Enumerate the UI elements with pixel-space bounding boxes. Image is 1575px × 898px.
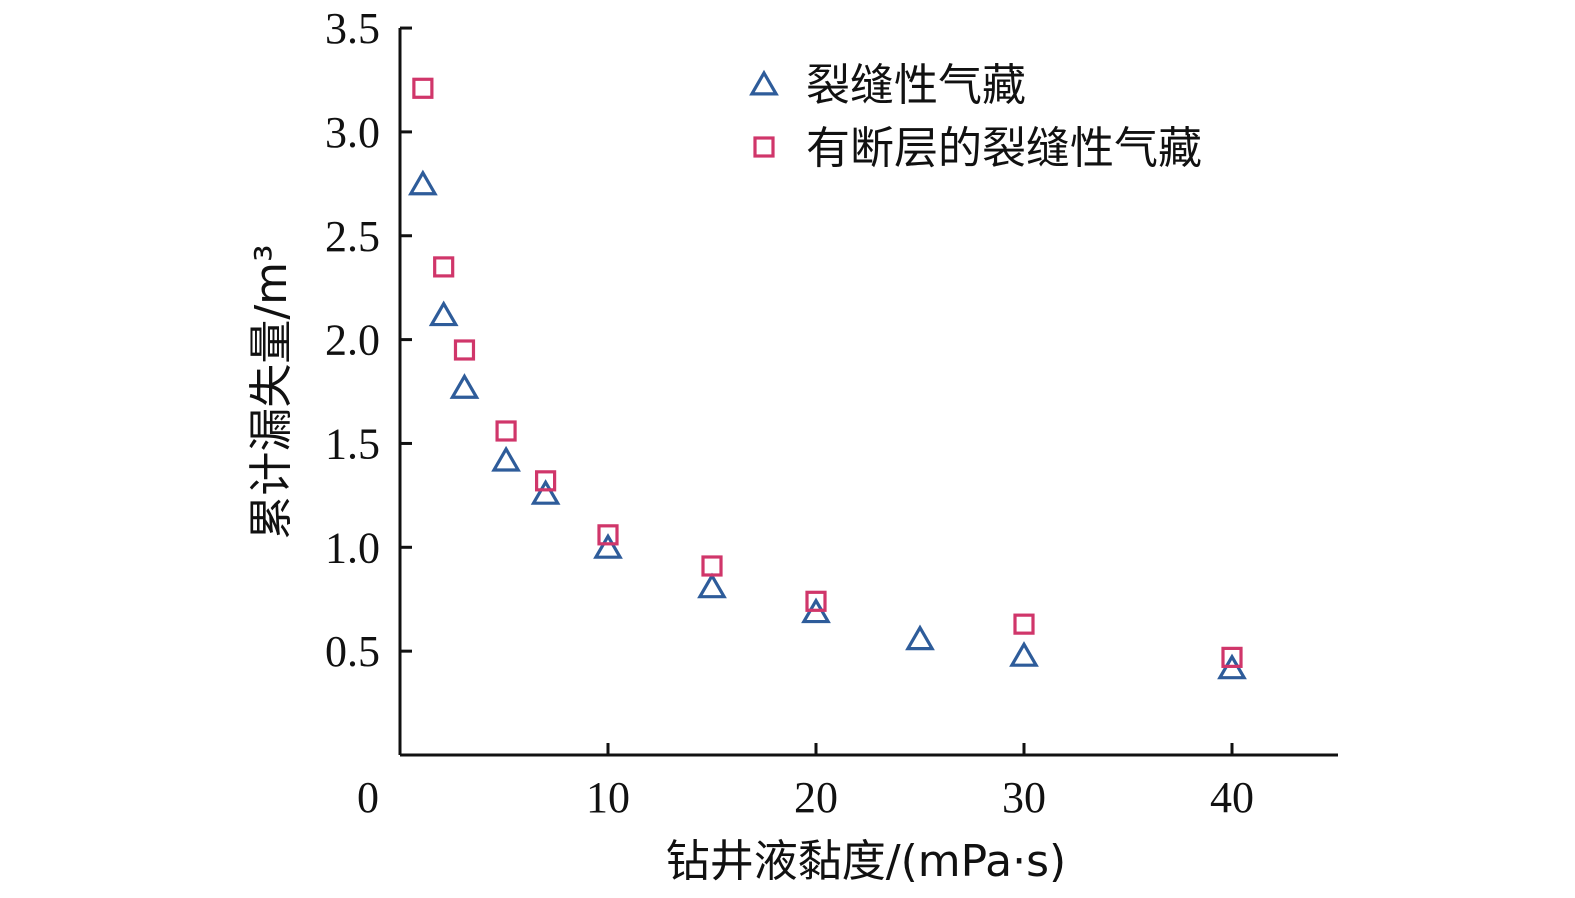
y-tick-label: 3.0 xyxy=(325,108,380,157)
y-tick-label: 3.5 xyxy=(325,4,380,53)
y-tick-label: 2.0 xyxy=(325,316,380,365)
y-tick-label: 2.5 xyxy=(325,212,380,261)
square-point xyxy=(805,590,827,612)
triangle-point xyxy=(593,533,623,559)
origin-label: 0 xyxy=(357,773,379,822)
data-points xyxy=(408,77,1247,680)
triangle-point xyxy=(408,169,438,196)
x-tick-label: 20 xyxy=(794,773,838,822)
legend-square-marker xyxy=(753,136,775,158)
square-point xyxy=(495,420,517,442)
y-tick-label: 1.5 xyxy=(325,419,380,468)
legend-triangle-marker xyxy=(749,69,779,96)
square-point xyxy=(534,470,557,492)
y-axis-title: 累计漏失量/m³ xyxy=(246,244,297,539)
square-point xyxy=(597,524,619,546)
x-axis-title: 钻井液黏度/(mPa·s) xyxy=(666,836,1066,887)
square-point xyxy=(1013,613,1035,635)
triangle-point xyxy=(697,572,727,599)
triangle-point xyxy=(530,479,561,505)
y-tick-label: 1.0 xyxy=(325,523,380,572)
axes xyxy=(398,28,1338,757)
y-tick-label: 0.5 xyxy=(325,627,380,676)
x-tick-label: 30 xyxy=(1002,773,1046,822)
square-point xyxy=(1221,646,1243,668)
square-point xyxy=(453,339,476,361)
square-point xyxy=(412,77,434,99)
triangle-point xyxy=(449,373,480,399)
x-ticks: 10 20 30 40 xyxy=(586,743,1254,822)
y-ticks: 0.5 1.0 1.5 2.0 2.5 3.0 3.5 xyxy=(325,4,412,676)
x-tick-label: 40 xyxy=(1210,773,1254,822)
x-tick-label: 10 xyxy=(586,773,630,822)
triangle-point xyxy=(905,624,935,651)
square-point xyxy=(433,256,455,278)
square-point xyxy=(701,555,723,577)
triangle-point xyxy=(428,300,459,327)
legend-label: 裂缝性气藏 xyxy=(806,60,1026,111)
triangle-point xyxy=(491,445,521,472)
legend-label: 有断层的裂缝性气藏 xyxy=(806,123,1202,174)
triangle-point xyxy=(1009,641,1039,667)
